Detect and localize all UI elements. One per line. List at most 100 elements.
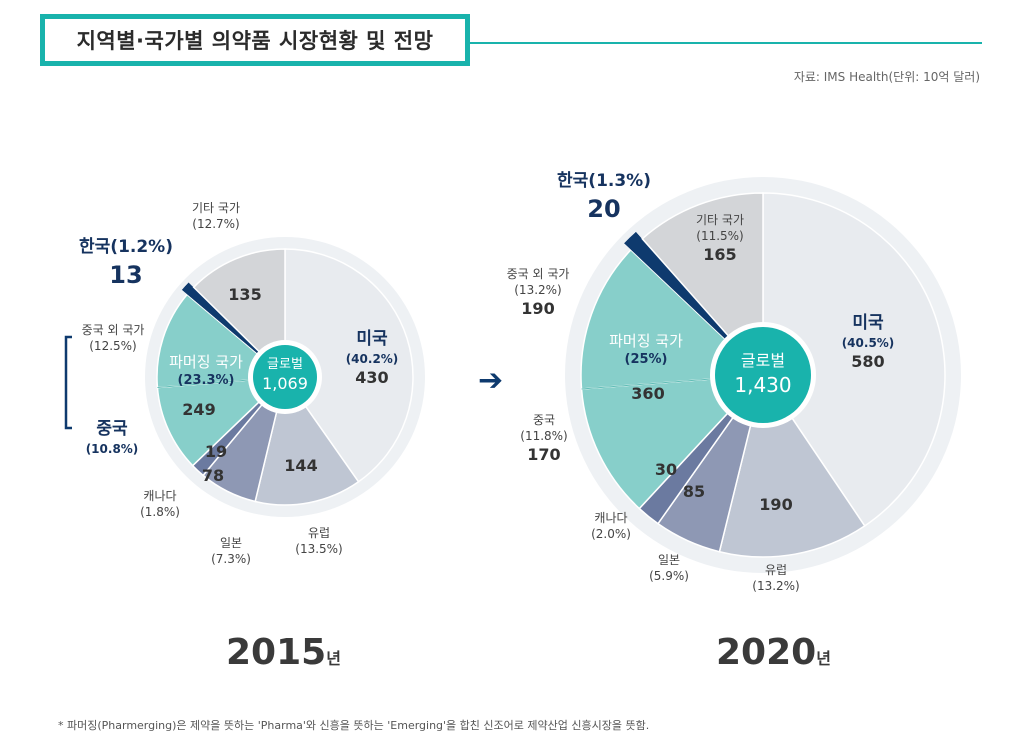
label-china: 중국 (10.8%) bbox=[86, 418, 139, 457]
slice-value: 13 bbox=[109, 260, 143, 289]
center-label: 글로벌 1,069 bbox=[262, 357, 308, 395]
slice-pct: (40.2%) bbox=[345, 351, 399, 366]
year-suffix: 년 bbox=[326, 649, 341, 668]
pharmerging-label: 파머징 국가 (23.3%) bbox=[169, 352, 243, 390]
slice-label: 중국 외 국가 bbox=[81, 323, 145, 337]
pharmerging-label: 파머징 국가 (25%) bbox=[609, 331, 683, 369]
label-korea: 한국(1.2%) 13 bbox=[79, 236, 173, 291]
center-disc bbox=[715, 327, 811, 423]
slice-value: 19 bbox=[204, 442, 228, 461]
label-usa: 미국 (40.5%) 580 bbox=[842, 312, 895, 373]
slice-pct: (13.2%) bbox=[514, 283, 562, 298]
inner-pharm_val: 249 bbox=[182, 399, 215, 421]
inner-canada_val: 30 bbox=[655, 459, 677, 481]
slice-value: 190 bbox=[759, 495, 793, 514]
year-number: 2020 bbox=[716, 632, 817, 673]
center-label-value: 1,069 bbox=[262, 373, 308, 393]
title-rule bbox=[470, 42, 982, 44]
slice-label: 중국 외 국가 bbox=[506, 267, 570, 281]
center-label: 글로벌 1,430 bbox=[734, 351, 791, 398]
value-europe: 144 bbox=[284, 455, 317, 477]
pharm-group-label: 파머징 국가 bbox=[169, 353, 243, 371]
slice-label: 중국 bbox=[96, 419, 128, 439]
pie-slice-usa bbox=[284, 248, 414, 483]
slice-pct: (1.8%) bbox=[140, 505, 180, 520]
center-label-text: 글로벌 bbox=[740, 351, 786, 370]
label-canada: 캐나다 (2.0%) bbox=[591, 510, 631, 542]
pie-slice-other bbox=[192, 248, 286, 379]
slice-pct: (12.5%) bbox=[89, 339, 137, 354]
label-other: 기타 국가 (11.5%) 165 bbox=[696, 212, 744, 266]
year-number: 2015 bbox=[226, 632, 327, 673]
slice-pct: (40.5%) bbox=[841, 335, 895, 350]
slice-label: 캐나다 bbox=[594, 511, 628, 525]
label-canada: 캐나다 (1.8%) bbox=[140, 488, 180, 520]
arrow-icon: ➔ bbox=[478, 363, 504, 398]
label-europe: 유럽 (13.5%) bbox=[295, 525, 342, 557]
year-2015: 2015년 bbox=[226, 632, 341, 673]
pharm-group-label: 파머징 국가 bbox=[609, 332, 683, 350]
value-europe: 190 bbox=[759, 494, 792, 516]
pie-slice-china bbox=[580, 374, 765, 510]
china-bracket bbox=[64, 335, 72, 430]
slice-label: 한국(1.2%) bbox=[79, 237, 173, 257]
slice-label: 캐나다 bbox=[143, 489, 177, 503]
slice-pct: (5.9%) bbox=[649, 569, 689, 584]
slice-label: 기타 국가 bbox=[192, 201, 240, 215]
slice-pct: (10.8%) bbox=[85, 441, 139, 456]
center-disc bbox=[253, 345, 317, 409]
slice-label: 유럽 bbox=[764, 563, 788, 577]
slice-pct: (12.7%) bbox=[192, 217, 240, 232]
slice-value: 170 bbox=[527, 445, 561, 465]
slice-value: 580 bbox=[851, 352, 885, 372]
slice-pct: (11.8%) bbox=[520, 429, 568, 444]
slice-value: 78 bbox=[201, 466, 225, 485]
center-label-text: 글로벌 bbox=[267, 357, 303, 372]
year-suffix: 년 bbox=[816, 649, 831, 668]
page-title: 지역별·국가별 의약품 시장현황 및 전망 bbox=[40, 14, 470, 66]
label-japan: 일본 (7.3%) bbox=[211, 535, 251, 567]
label-japan: 일본 (5.9%) bbox=[649, 552, 689, 584]
slice-pct: (13.2%) bbox=[752, 579, 800, 594]
pie-slice-china bbox=[156, 376, 288, 467]
inner-pharm_val: 360 bbox=[631, 383, 664, 405]
slice-value: 249 bbox=[182, 400, 216, 419]
label-pharm_other: 중국 외 국가 (12.5%) bbox=[82, 322, 145, 354]
label-other: 기타 국가 (12.7%) bbox=[192, 200, 240, 232]
label-usa: 미국 (40.2%) 430 bbox=[346, 328, 399, 389]
slice-value: 20 bbox=[587, 194, 621, 223]
pie-slice-other bbox=[641, 192, 764, 377]
label-china: 중국 (11.8%) 170 bbox=[520, 412, 567, 466]
slice-value: 135 bbox=[228, 285, 262, 304]
slice-label: 미국 bbox=[852, 313, 884, 333]
slice-value: 30 bbox=[654, 460, 678, 479]
inner-other_val: 135 bbox=[228, 284, 261, 306]
slice-value: 144 bbox=[284, 456, 318, 475]
slice-pct: (11.5%) bbox=[696, 229, 744, 244]
source-note: 자료: IMS Health(단위: 10억 달러) bbox=[793, 70, 980, 84]
pharm-group-pct: (25%) bbox=[624, 352, 668, 368]
slice-pct: (7.3%) bbox=[211, 552, 251, 567]
slice-label: 일본 bbox=[219, 536, 243, 550]
slice-pct: (2.0%) bbox=[591, 527, 631, 542]
slice-value: 85 bbox=[682, 482, 706, 501]
slice-label: 기타 국가 bbox=[696, 213, 744, 227]
center-label-value: 1,430 bbox=[734, 372, 792, 397]
slice-label: 일본 bbox=[657, 553, 681, 567]
label-europe: 유럽 (13.2%) bbox=[752, 562, 799, 594]
label-korea: 한국(1.3%) 20 bbox=[557, 170, 651, 225]
label-pharm_other: 중국 외 국가 (13.2%) 190 bbox=[507, 266, 570, 320]
slice-label: 한국(1.3%) bbox=[557, 171, 651, 191]
slice-label: 중국 bbox=[532, 413, 556, 427]
pie-slice-usa bbox=[762, 192, 946, 527]
pie-2015 bbox=[145, 237, 425, 517]
value-japan: 78 bbox=[202, 465, 224, 487]
year-2020: 2020년 bbox=[716, 632, 831, 673]
pharm-group-pct: (23.3%) bbox=[177, 373, 235, 389]
inner-canada_val: 19 bbox=[205, 441, 227, 463]
slice-value: 430 bbox=[355, 368, 389, 388]
inner-japan_val: 85 bbox=[683, 481, 705, 503]
pie-2020 bbox=[565, 177, 961, 573]
footnote: * 파머징(Pharmerging)은 제약을 뜻하는 'Pharma'와 신흥… bbox=[58, 719, 650, 732]
